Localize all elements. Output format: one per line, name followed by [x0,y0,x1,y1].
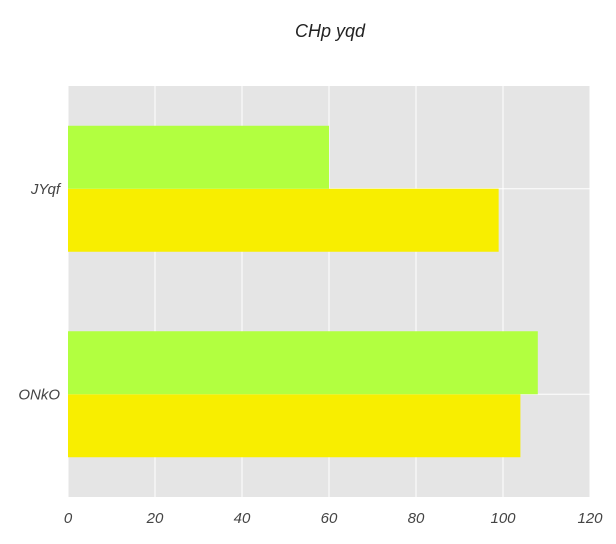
x-tick-label: 100 [490,510,516,527]
x-tick-label: 20 [146,510,164,527]
chart-title: CHp yqd [295,21,366,41]
y-tick-label: ONkO [18,386,60,403]
x-tick-label: 0 [64,510,73,527]
x-tick-label: 40 [234,510,251,527]
bar-series-1-ONkO [68,394,521,458]
y-axis-ticks: ONkO JYqf [18,181,62,404]
x-tick-label: 60 [321,510,338,527]
bar-series-2-JYqf [68,125,329,189]
bars [68,125,538,458]
x-tick-label: 80 [408,510,425,527]
x-axis-ticks: 0 20 40 60 80 100 120 [64,510,603,527]
bar-series-1-JYqf [68,188,499,252]
x-tick-label: 120 [577,510,603,527]
bar-series-2-ONkO [68,331,538,395]
y-tick-label: JYqf [30,181,62,198]
